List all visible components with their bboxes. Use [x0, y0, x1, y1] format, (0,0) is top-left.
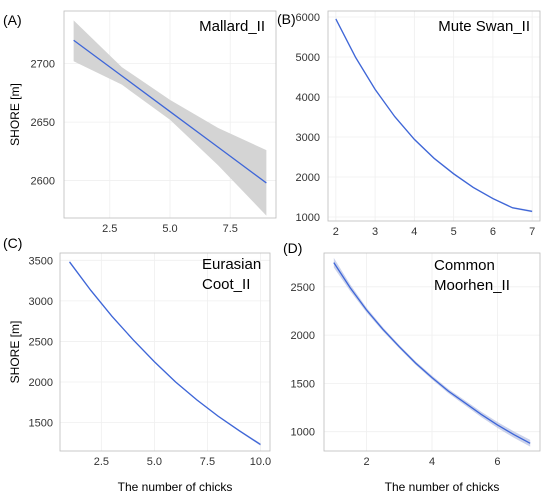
y-tick-label: 1500: [29, 418, 53, 430]
fitted-line: [73, 39, 267, 184]
plot-frame: [327, 10, 541, 222]
y-tick-label: 2500: [29, 336, 53, 348]
y-tick-label: 1500: [291, 378, 315, 390]
y-tick-label: 2500: [291, 282, 315, 294]
x-tick-label: 3: [372, 226, 378, 238]
x-tick-label: 5: [451, 226, 457, 238]
x-tick-label: 4: [429, 456, 435, 468]
plot-background: [328, 11, 540, 221]
x-tick-label: 7.5: [223, 223, 238, 235]
x-tick-label: 6: [494, 456, 500, 468]
panel-title: Eurasian Coot_II: [202, 256, 261, 293]
gridlines: [328, 11, 540, 221]
y-tick-label: 1000: [296, 212, 320, 224]
panel-title-line: Mallard_II: [199, 18, 265, 35]
panel-title-line: Mute Swan_II: [438, 18, 530, 35]
plot-frame: [323, 252, 541, 452]
panel-title: Mute Swan_II: [438, 18, 530, 35]
x-tick-label: 6: [490, 226, 496, 238]
fitted-line: [69, 261, 261, 446]
fitted-line: [335, 18, 533, 213]
y-tick-label: 2000: [29, 377, 53, 389]
plot-background: [60, 253, 270, 451]
panel-label: (A): [3, 12, 22, 28]
panel-title-line: Common: [434, 257, 495, 274]
y-tick-label: 3000: [29, 296, 53, 308]
y-tick-label: 2650: [31, 117, 55, 129]
panel-label: (C): [3, 235, 22, 251]
y-tick-label: 1000: [291, 427, 315, 439]
panel-3: 2.5 5.0 7.5 10.0 1500 2000 2500 3000 3500 (C) Eura…: [3, 235, 271, 494]
fitted-line: [333, 262, 531, 444]
y-tick-label: 2000: [291, 330, 315, 342]
y-tick-label: 6000: [296, 12, 320, 24]
y-tick-label: 3500: [29, 255, 53, 267]
panels: 2.5 5.0 7.5 2600 2650 2700 (A) Mallard_II SHORE …: [3, 10, 541, 494]
x-tick-label: 2.5: [102, 223, 117, 235]
gridlines: [60, 253, 270, 451]
x-tick-label: 7.5: [200, 456, 215, 468]
y-tick-label: 2000: [296, 172, 320, 184]
panel-label: (B): [277, 11, 296, 27]
confidence-band: [73, 20, 267, 216]
x-tick-label: 2: [333, 226, 339, 238]
panel-title-line: Coot_II: [202, 276, 250, 293]
y-tick-label: 2700: [31, 59, 55, 71]
panel-title-line: Eurasian: [202, 256, 261, 273]
x-tick-label: 5.0: [162, 223, 177, 235]
panel-4: 2 4 6 1000 1500 2000 2500 (D) Common Moorhen_II Th…: [283, 240, 541, 494]
y-axis-label: SHORE [m]: [8, 83, 22, 146]
x-axis-label: The number of chicks: [385, 480, 500, 494]
panel-title-line: Moorhen_II: [434, 277, 510, 294]
plot-frame: [63, 10, 277, 219]
x-tick-label: 7: [529, 226, 535, 238]
panel-2: 2 3 4 5 6 7 1000 2000 3000 4000 5000 6000(B) Mute Sw…: [277, 10, 541, 238]
x-tick-label: 2.5: [94, 456, 109, 468]
y-tick-label: 4000: [296, 92, 320, 104]
panel-title: Common Moorhen_II: [434, 257, 510, 294]
y-tick-label: 2600: [31, 176, 55, 188]
gridlines: [324, 253, 540, 451]
panel-1: 2.5 5.0 7.5 2600 2650 2700 (A) Mallard_II SHORE …: [3, 10, 277, 235]
plot-frame: [59, 252, 271, 452]
panel-label: (D): [283, 240, 302, 256]
panel-title: Mallard_II: [199, 18, 265, 35]
x-tick-label: 10.0: [250, 456, 271, 468]
x-axis-label: The number of chicks: [118, 480, 233, 494]
y-axis-label: SHORE [m]: [8, 321, 22, 384]
y-tick-label: 3000: [296, 132, 320, 144]
x-tick-label: 2: [363, 456, 369, 468]
y-tick-label: 5000: [296, 52, 320, 64]
x-tick-label: 5.0: [147, 456, 162, 468]
x-tick-label: 4: [411, 226, 417, 238]
